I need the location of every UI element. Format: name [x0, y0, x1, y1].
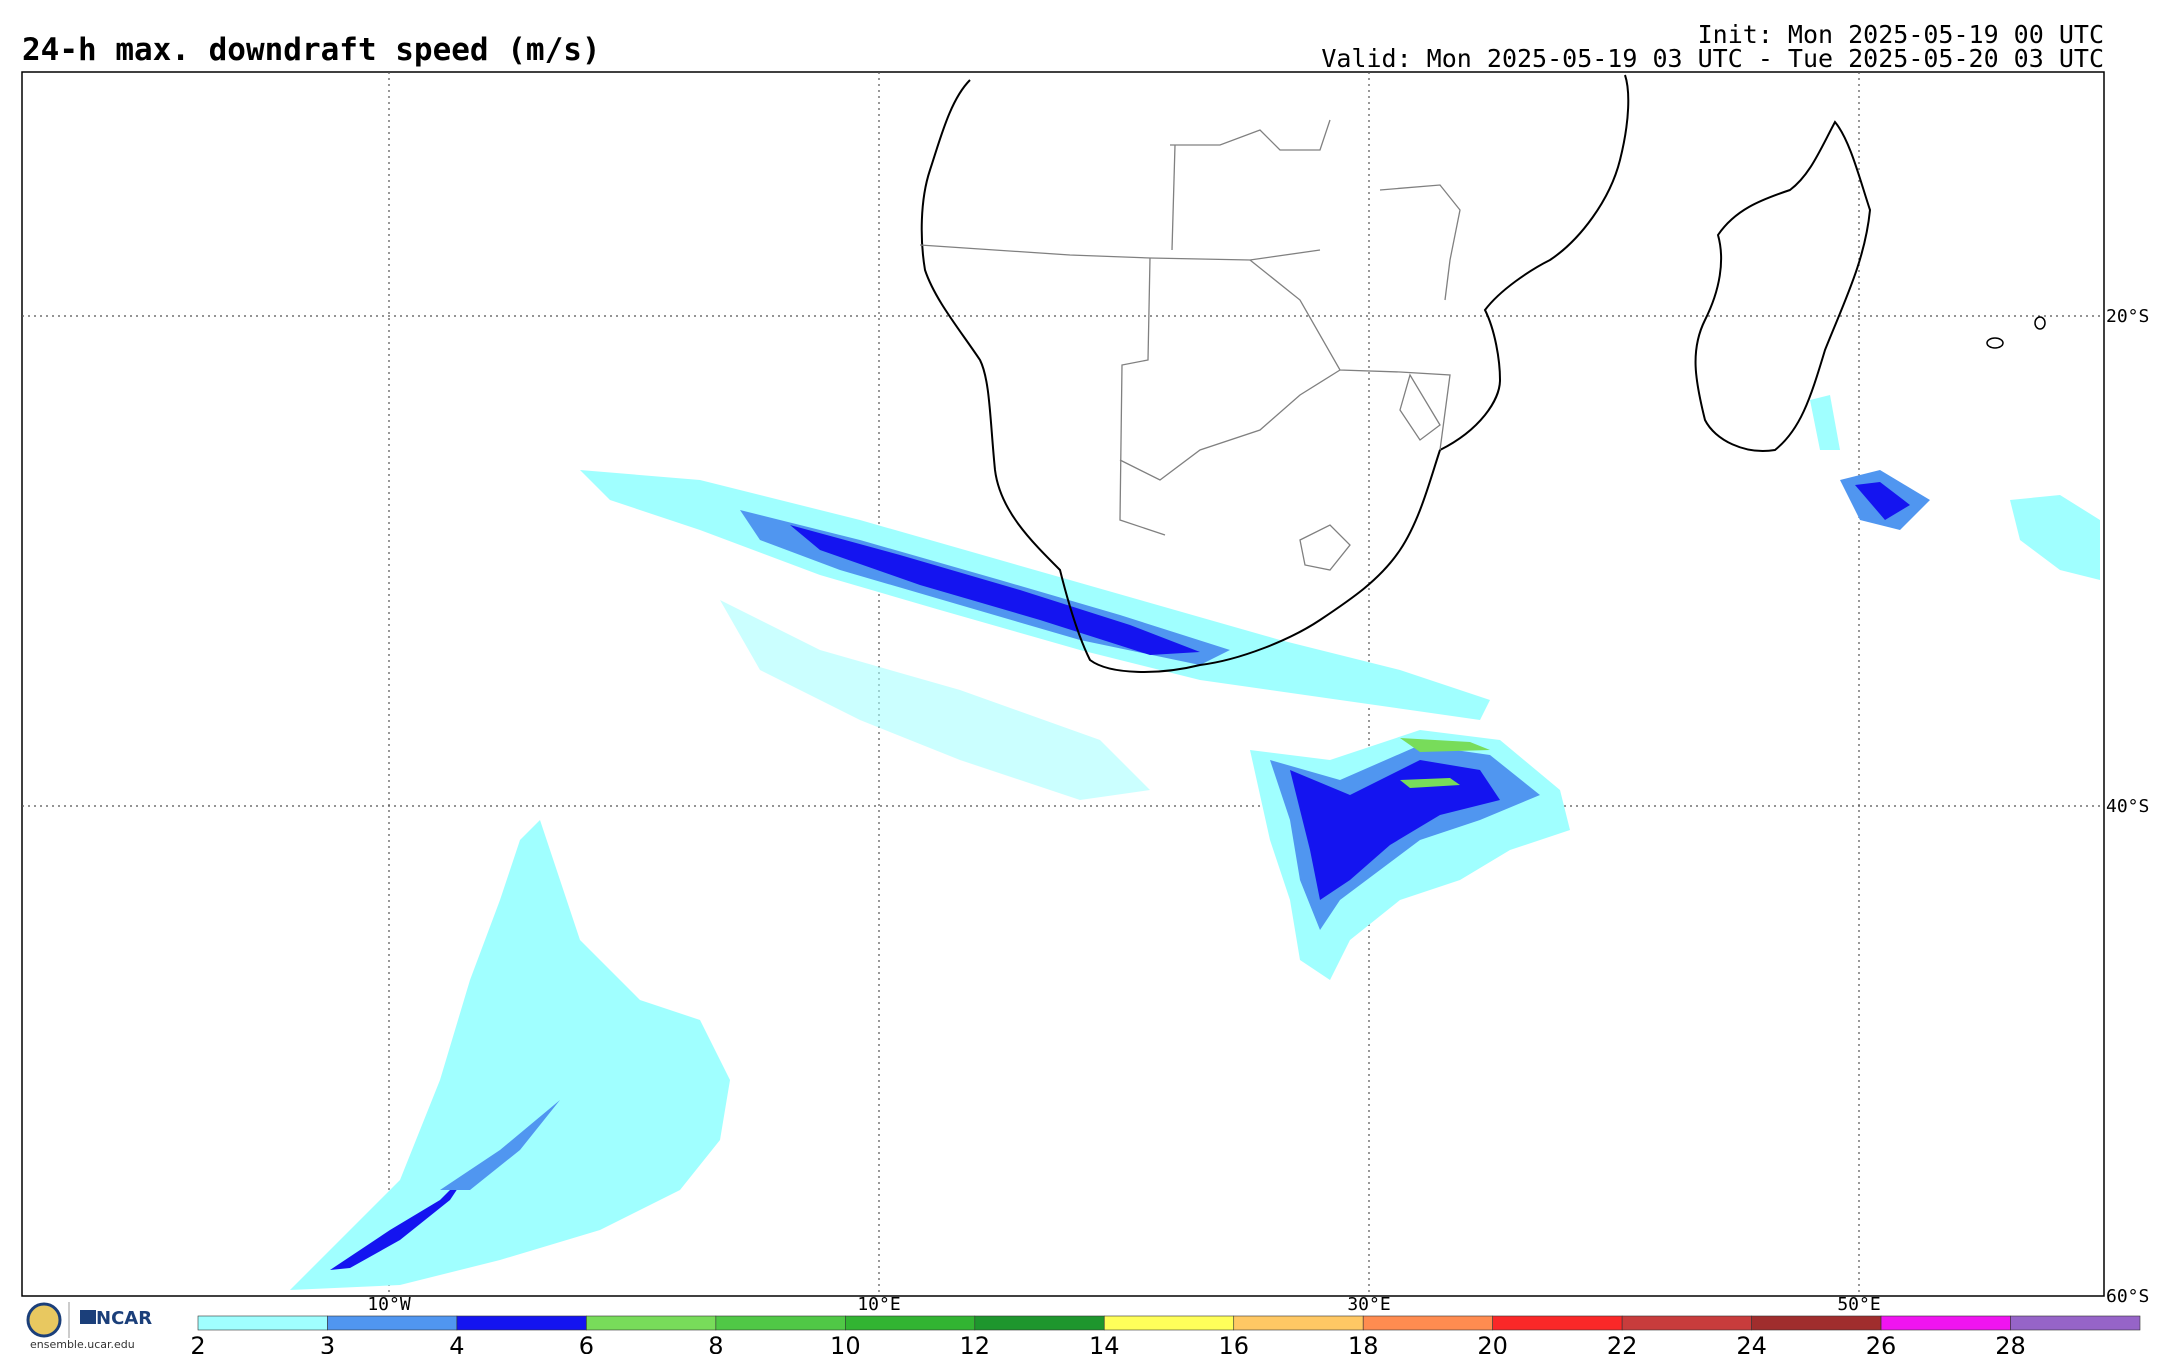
valid-time: Valid: Mon 2025-05-19 03 UTC - Tue 2025-… — [1321, 44, 2104, 73]
colorbar-swatch — [1621, 1315, 1752, 1331]
colorbar-tick-label: 22 — [1607, 1332, 1638, 1354]
lat-label-20s: 20°S — [2106, 306, 2149, 327]
downdraft-southwest — [290, 820, 730, 1290]
nsf-logo — [26, 1302, 62, 1338]
colorbar-swatch — [2010, 1315, 2141, 1331]
colorbar-tick-label: 8 — [708, 1332, 723, 1354]
colorbar-tick-label: 16 — [1218, 1332, 1249, 1354]
africa-coastline — [920, 74, 1630, 673]
lat-label-40s: 40°S — [2106, 796, 2149, 817]
colorbar-tick-label: 18 — [1348, 1332, 1379, 1354]
colorbar-swatch — [974, 1315, 1105, 1331]
lon-label-10e: 10°E — [857, 1294, 900, 1315]
colorbar-tick-label: 12 — [960, 1332, 991, 1354]
init-time: Init: Mon 2025-05-19 00 UTC — [1697, 20, 2104, 49]
colorbar-tick-label: 24 — [1736, 1332, 1767, 1354]
mauritius — [1986, 337, 2004, 349]
colorbar-swatch — [327, 1315, 458, 1331]
colorbar-swatch — [456, 1315, 587, 1331]
lon-label-30e: 30°E — [1347, 1294, 1390, 1315]
country-borders — [919, 119, 1461, 571]
colorbar: 2 3 4 6 8 10 12 14 16 18 20 22 24 26 28 — [190, 1315, 2141, 1354]
colorbar-swatch — [715, 1315, 846, 1331]
colorbar-tick-label: 4 — [449, 1332, 464, 1354]
colorbar-tick-label: 14 — [1089, 1332, 1120, 1354]
ncar-logo-text: NCAR — [96, 1308, 153, 1329]
colorbar-swatch — [586, 1315, 717, 1331]
madagascar — [1694, 120, 1872, 452]
colorbar-swatch — [1880, 1315, 2011, 1331]
ncar-logo-mark — [80, 1310, 96, 1324]
lon-label-10w: 10°W — [367, 1294, 411, 1315]
colorbar-tick-label: 20 — [1477, 1332, 1508, 1354]
downdraft-east-madagascar — [1810, 395, 2100, 580]
reunion — [2034, 316, 2046, 330]
map-title: 24-h max. downdraft speed (m/s) — [22, 32, 601, 68]
downdraft-band-atlantic — [580, 470, 1490, 800]
colorbar-tick-label: 3 — [320, 1332, 335, 1354]
colorbar-swatch — [1233, 1315, 1364, 1331]
colorbar-tick-label: 10 — [830, 1332, 861, 1354]
graticule — [22, 72, 2104, 1296]
colorbar-swatch — [1362, 1315, 1493, 1331]
colorbar-swatch — [1751, 1315, 1882, 1331]
map-frame — [21, 71, 2105, 1297]
colorbar-swatch — [1103, 1315, 1235, 1331]
colorbar-tick-label: 28 — [1995, 1332, 2026, 1354]
downdraft-storm-south-africa — [1250, 730, 1570, 980]
colorbar-swatch — [197, 1315, 328, 1331]
colorbar-swatch — [1492, 1315, 1623, 1331]
colorbar-tick-label: 26 — [1866, 1332, 1897, 1354]
lat-label-60s: 60°S — [2106, 1286, 2149, 1307]
ensemble-url: ensemble.ucar.edu — [30, 1338, 135, 1351]
colorbar-tick-label: 6 — [579, 1332, 594, 1354]
lon-label-50e: 50°E — [1837, 1294, 1880, 1315]
colorbar-tick-label: 2 — [190, 1332, 205, 1354]
colorbar-swatch — [845, 1315, 976, 1331]
